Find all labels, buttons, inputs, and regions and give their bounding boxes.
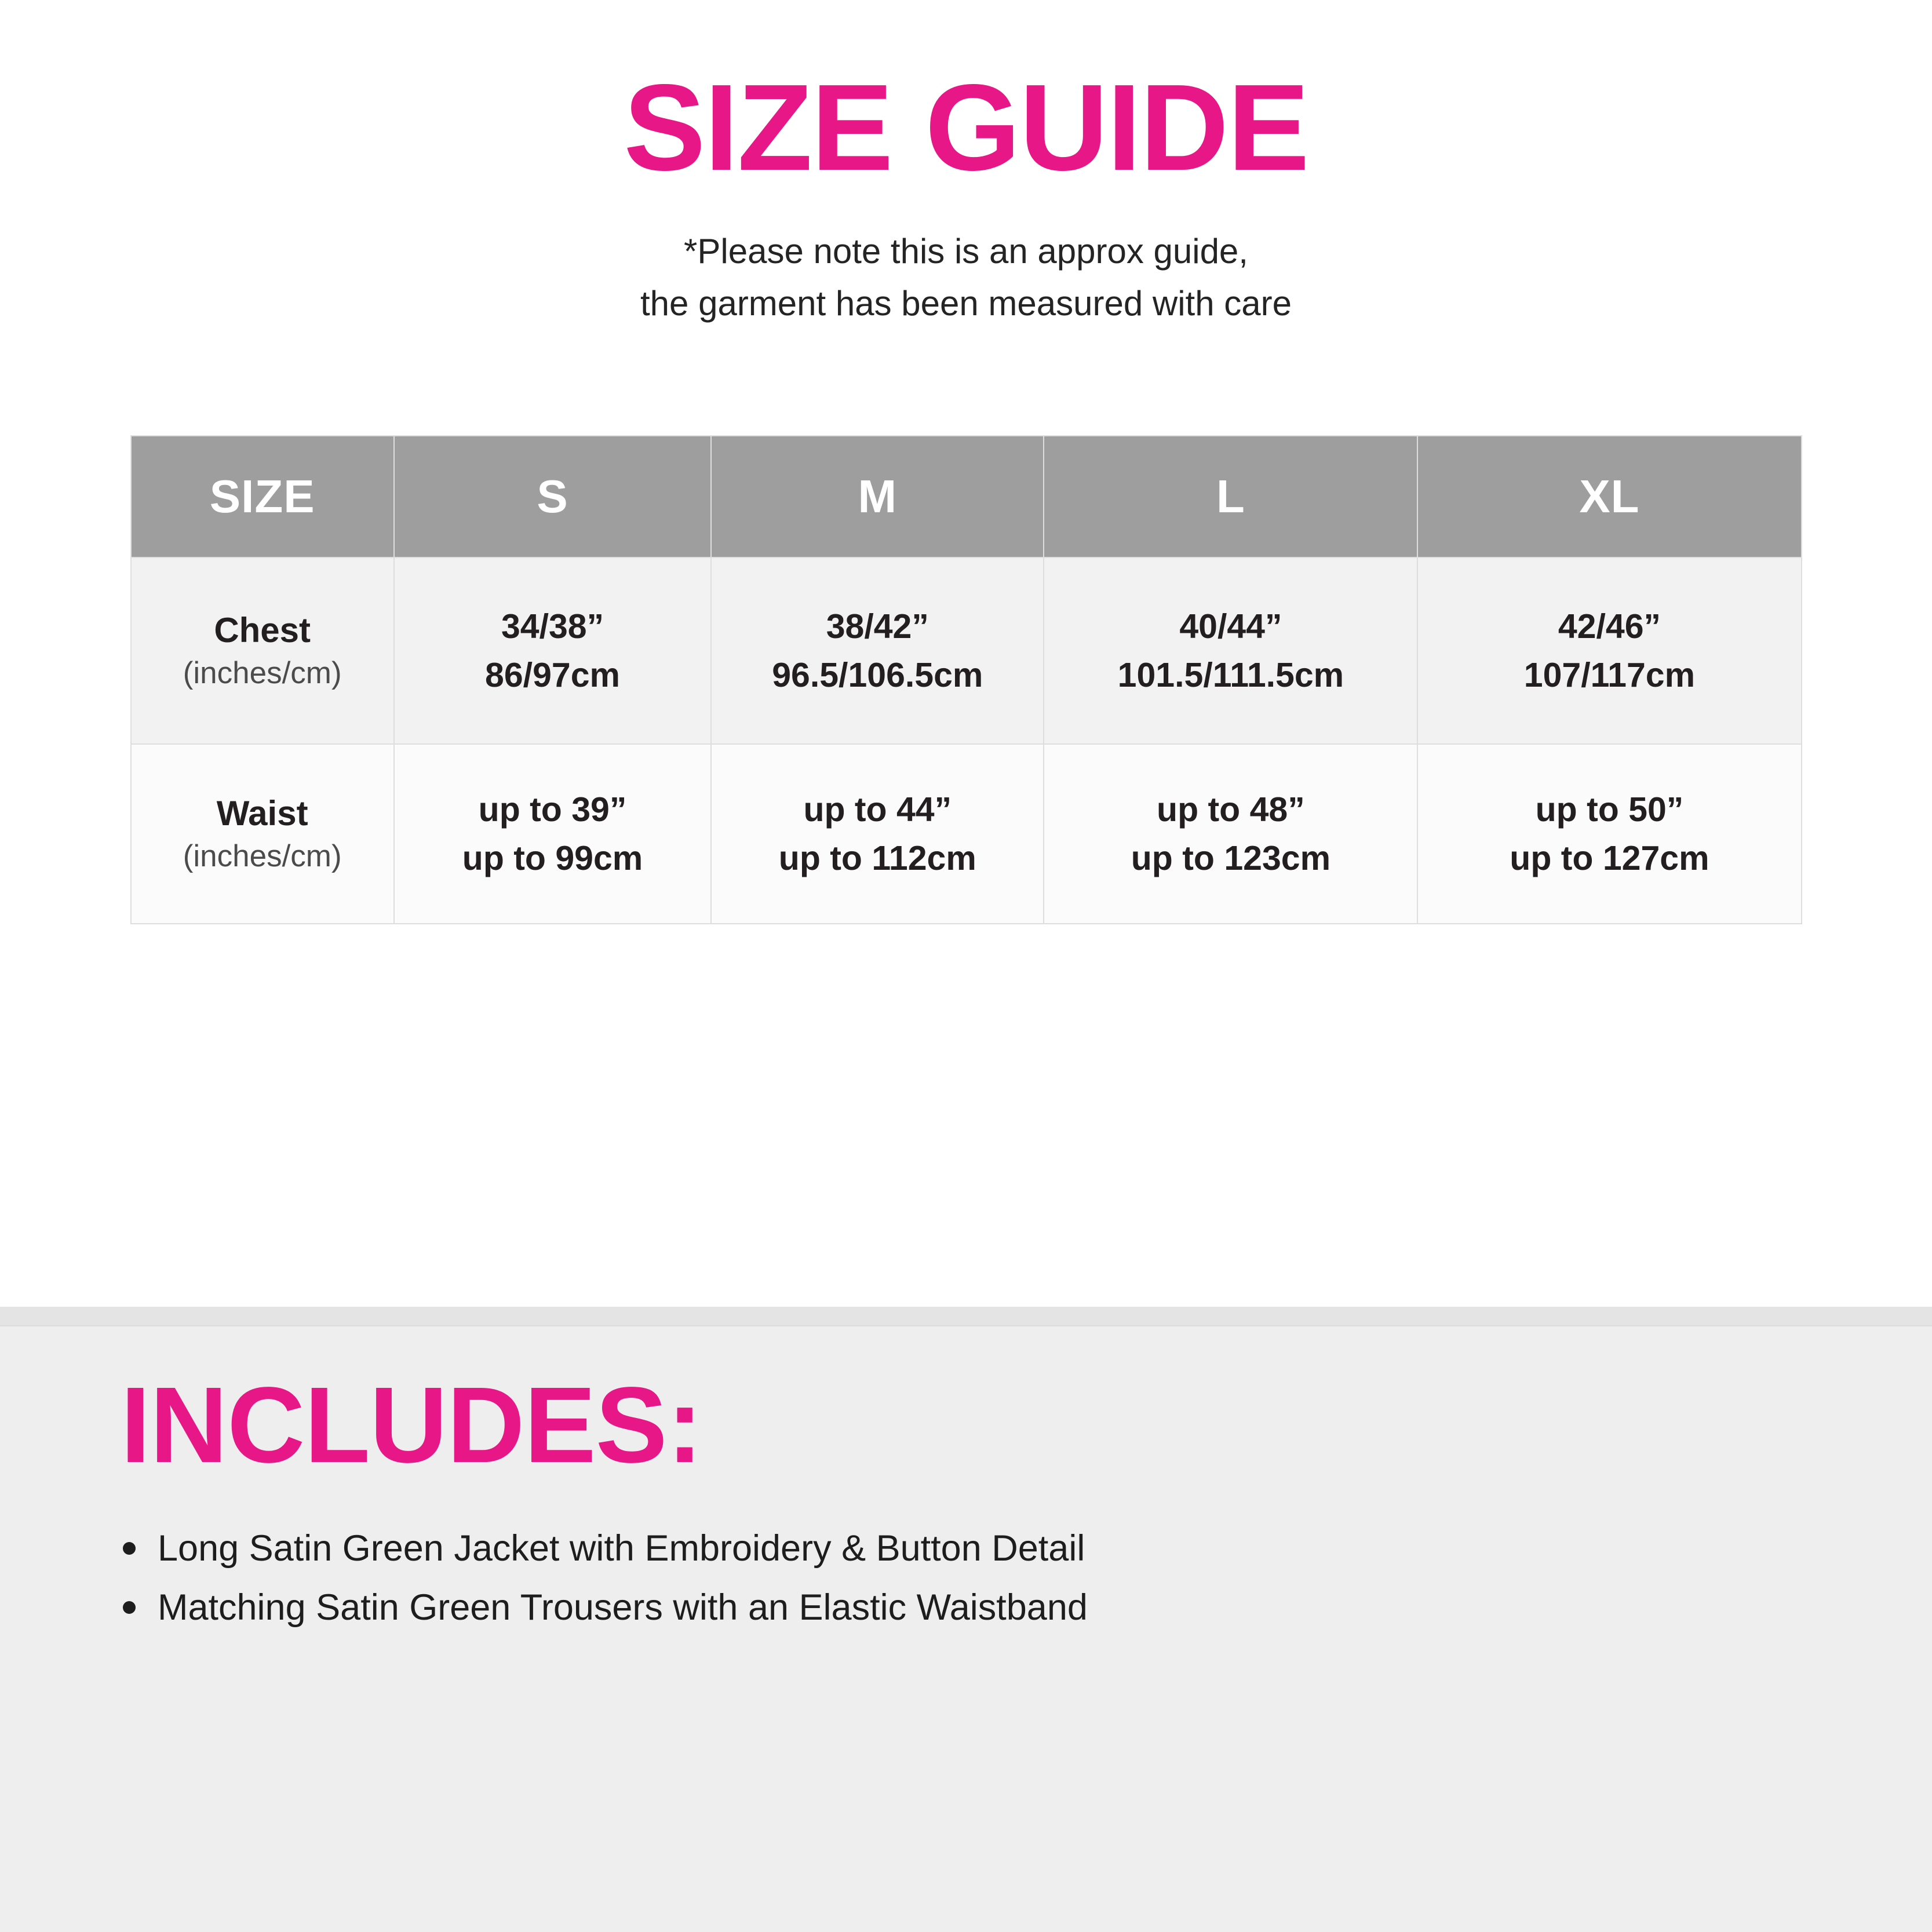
waist-cell-m: up to 44” up to 112cm xyxy=(712,745,1045,923)
bullet-icon xyxy=(123,1542,136,1555)
waist-m-cm: up to 112cm xyxy=(778,839,976,877)
size-table: SIZE S M L XL Chest (inches/cm) 34/38” 8… xyxy=(130,435,1802,924)
size-table-header-m: M xyxy=(712,436,1045,557)
row-header-waist: Waist (inches/cm) xyxy=(132,745,395,923)
waist-xl-inches: up to 50” xyxy=(1535,790,1684,829)
note-line-1: *Please note this is an approx guide, xyxy=(684,232,1248,271)
list-item: Matching Satin Green Trousers with an El… xyxy=(123,1578,1932,1637)
waist-s-cm: up to 99cm xyxy=(462,839,643,877)
chest-m-cm: 96.5/106.5cm xyxy=(772,656,983,694)
bullet-icon xyxy=(123,1601,136,1614)
includes-item-text: Matching Satin Green Trousers with an El… xyxy=(158,1587,1088,1628)
row-label: Waist xyxy=(216,794,308,833)
list-item: Long Satin Green Jacket with Embroidery … xyxy=(123,1519,1932,1578)
size-table-header-s: S xyxy=(395,436,712,557)
note-line-2: the garment has been measured with care xyxy=(640,284,1292,323)
chest-l-inches: 40/44” xyxy=(1179,607,1282,646)
chest-s-cm: 86/97cm xyxy=(485,656,620,694)
chest-xl-inches: 42/46” xyxy=(1558,607,1661,646)
page-title: SIZE GUIDE xyxy=(624,59,1310,196)
waist-cell-l: up to 48” up to 123cm xyxy=(1044,745,1419,923)
row-sublabel: (inches/cm) xyxy=(183,839,342,873)
table-row-chest: Chest (inches/cm) 34/38” 86/97cm 38/42” … xyxy=(131,557,1801,743)
size-table-header-row: SIZE S M L XL xyxy=(131,436,1801,557)
table-row-waist: Waist (inches/cm) up to 39” up to 99cm u… xyxy=(131,743,1801,923)
row-sublabel: (inches/cm) xyxy=(183,656,342,690)
chest-xl-cm: 107/117cm xyxy=(1523,656,1696,694)
chest-l-cm: 101.5/111.5cm xyxy=(1117,656,1344,694)
approx-guide-note: *Please note this is an approx guide, th… xyxy=(0,225,1932,330)
row-label: Chest xyxy=(214,611,311,650)
chest-cell-l: 40/44” 101.5/111.5cm xyxy=(1044,558,1419,743)
includes-item-text: Long Satin Green Jacket with Embroidery … xyxy=(158,1528,1085,1569)
waist-s-inches: up to 39” xyxy=(478,790,627,829)
includes-heading: INCLUDES: xyxy=(121,1365,703,1485)
waist-m-inches: up to 44” xyxy=(803,790,952,829)
size-table-header-size: SIZE xyxy=(132,436,395,557)
includes-section: INCLUDES: Long Satin Green Jacket with E… xyxy=(0,1307,1932,1932)
waist-l-inches: up to 48” xyxy=(1157,790,1305,829)
chest-s-inches: 34/38” xyxy=(501,607,604,646)
waist-l-cm: up to 123cm xyxy=(1131,839,1331,877)
size-table-header-l: L xyxy=(1044,436,1419,557)
waist-xl-cm: up to 127cm xyxy=(1510,839,1709,877)
waist-cell-s: up to 39” up to 99cm xyxy=(395,745,712,923)
row-header-chest: Chest (inches/cm) xyxy=(132,558,395,743)
includes-list: Long Satin Green Jacket with Embroidery … xyxy=(123,1519,1932,1637)
chest-cell-m: 38/42” 96.5/106.5cm xyxy=(712,558,1045,743)
chest-m-inches: 38/42” xyxy=(826,607,929,646)
chest-cell-s: 34/38” 86/97cm xyxy=(395,558,712,743)
section-divider-band xyxy=(0,1307,1932,1326)
chest-cell-xl: 42/46” 107/117cm xyxy=(1418,558,1800,743)
size-guide-section: SIZE GUIDE *Please note this is an appro… xyxy=(0,59,1932,924)
size-table-header-xl: XL xyxy=(1579,471,1640,522)
waist-cell-xl: up to 50” up to 127cm xyxy=(1418,745,1800,923)
